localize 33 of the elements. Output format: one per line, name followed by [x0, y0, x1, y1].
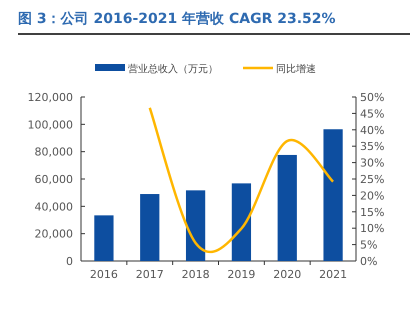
- y-tick-label: 100,000: [28, 118, 73, 132]
- y2-tick-label: 40%: [360, 124, 384, 137]
- y-tick-label: 40,000: [34, 200, 73, 214]
- x-tick-label: 2018: [182, 268, 210, 281]
- x-tick-label: 2020: [273, 268, 302, 281]
- legend-label: 同比增速: [276, 63, 316, 75]
- y2-tick-label: 30%: [360, 156, 384, 170]
- y2-tick-label: 10%: [360, 222, 384, 236]
- y-tick-label: 0: [66, 255, 73, 268]
- y-tick-label: 60,000: [34, 173, 73, 186]
- y2-tick-label: 0%: [360, 255, 378, 268]
- y2-tick-label: 25%: [360, 173, 384, 186]
- y2-tick-label: 20%: [360, 189, 384, 202]
- y-tick-label: 80,000: [34, 146, 73, 159]
- bar: [94, 215, 114, 261]
- y2-tick-label: 15%: [360, 206, 384, 219]
- bar: [140, 194, 160, 261]
- x-tick-label: 2021: [319, 268, 348, 281]
- x-tick-label: 2016: [90, 268, 118, 281]
- legend-label: 营业总收入（万元）: [128, 63, 218, 75]
- y2-tick-label: 45%: [360, 107, 384, 120]
- bar: [323, 129, 343, 261]
- y2-tick-label: 50%: [360, 91, 384, 104]
- bar: [186, 190, 206, 261]
- bar: [232, 183, 252, 261]
- title: 图 3：公司 2016-2021 年营收 CAGR 23.52%: [18, 11, 336, 27]
- bar: [278, 154, 297, 261]
- y2-tick-label: 35%: [360, 140, 384, 154]
- y2-tick-label: 5%: [360, 238, 378, 252]
- x-tick-label: 2019: [227, 268, 256, 281]
- y-tick-label: 120,000: [28, 91, 73, 104]
- y-tick-label: 20,000: [34, 228, 73, 241]
- x-tick-label: 2017: [136, 268, 164, 281]
